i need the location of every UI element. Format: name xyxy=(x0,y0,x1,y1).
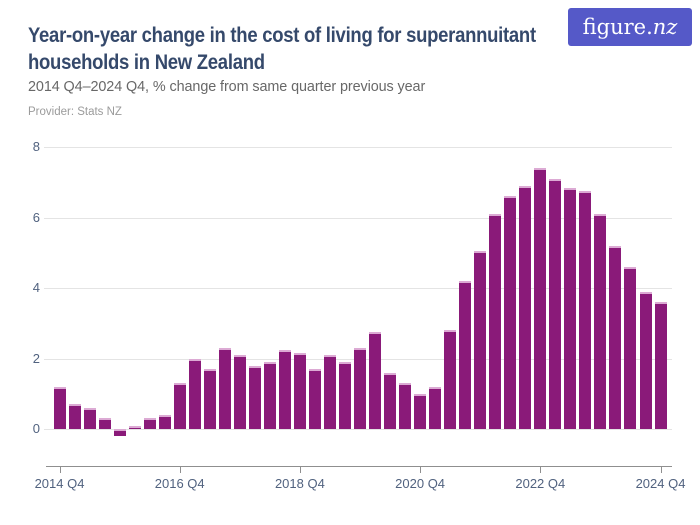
bar-2021-Q2[interactable] xyxy=(444,330,457,429)
x-tick-2024-Q4 xyxy=(660,466,662,473)
bar-2019-Q3[interactable] xyxy=(339,362,351,429)
gridline-y-6 xyxy=(44,217,672,219)
bar-2018-Q4[interactable] xyxy=(293,353,306,429)
title-line-1: Year-on-year change in the cost of livin… xyxy=(28,24,536,47)
bar-2021-Q3[interactable] xyxy=(459,280,472,429)
bar-2015-Q2[interactable] xyxy=(83,407,96,429)
title-line-2: households in New Zealand xyxy=(28,51,265,74)
x-tick-2020-Q4 xyxy=(420,466,422,473)
x-tick-label: 2022 Q4 xyxy=(515,476,566,491)
x-tick-label: 2014 Q4 xyxy=(34,476,85,491)
bar-2021-Q1[interactable] xyxy=(429,386,442,429)
bar-2022-Q3[interactable] xyxy=(519,185,532,429)
chart-subtitle: 2014 Q4–2024 Q4, % change from same quar… xyxy=(28,78,426,95)
x-tick-label: 2016 Q4 xyxy=(154,476,205,491)
x-axis-line xyxy=(46,466,672,467)
bar-2022-Q4[interactable] xyxy=(534,168,547,429)
bar-2018-Q1[interactable] xyxy=(248,365,261,430)
bar-2018-Q3[interactable] xyxy=(278,349,291,429)
bar-2016-Q3[interactable] xyxy=(158,414,171,429)
y-tick-label: 4 xyxy=(32,280,40,295)
bar-2024-Q2[interactable] xyxy=(624,266,637,429)
x-tick-label: 2024 Q4 xyxy=(635,476,686,491)
gridline-y-0 xyxy=(44,429,672,430)
bar-2022-Q2[interactable] xyxy=(504,196,517,429)
bar-2016-Q2[interactable] xyxy=(143,418,156,429)
bar-2019-Q2[interactable] xyxy=(324,355,336,429)
bar-2019-Q4[interactable] xyxy=(354,347,366,429)
gridline-y-8 xyxy=(44,147,672,148)
bar-2022-Q1[interactable] xyxy=(489,214,502,429)
bar-2023-Q4[interactable] xyxy=(594,214,607,429)
bar-2024-Q3[interactable] xyxy=(639,291,652,429)
bar-2023-Q3[interactable] xyxy=(579,191,592,429)
bar-2017-Q2[interactable] xyxy=(203,369,216,429)
bar-2017-Q3[interactable] xyxy=(218,347,231,429)
y-tick-label: 2 xyxy=(32,350,40,366)
bar-2015-Q4[interactable] xyxy=(113,429,126,437)
bar-2018-Q2[interactable] xyxy=(263,362,276,429)
x-tick-2014-Q4 xyxy=(59,466,61,473)
bar-2016-Q1[interactable] xyxy=(128,425,141,429)
bar-2020-Q1[interactable] xyxy=(369,332,381,429)
provider-label: Provider: Stats NZ xyxy=(28,106,122,118)
x-tick-label: 2020 Q4 xyxy=(395,476,446,491)
bar-2023-Q1[interactable] xyxy=(549,178,562,429)
bar-2021-Q4[interactable] xyxy=(474,251,487,429)
bar-2014-Q4[interactable] xyxy=(53,386,66,429)
x-tick-label: 2018 Q4 xyxy=(274,476,325,491)
bar-2023-Q2[interactable] xyxy=(564,187,577,429)
gridline-y-4 xyxy=(44,288,672,289)
bar-2016-Q4[interactable] xyxy=(173,383,186,429)
y-tick-label: 8 xyxy=(32,139,40,154)
bar-2024-Q1[interactable] xyxy=(609,245,622,429)
x-tick-2016-Q4 xyxy=(179,466,181,473)
bar-2019-Q1[interactable] xyxy=(308,369,321,429)
figure-nz-logo[interactable]: figure.nz xyxy=(568,8,692,46)
bar-2024-Q4[interactable] xyxy=(654,302,667,429)
y-tick-label: 6 xyxy=(32,209,40,225)
bar-2020-Q3[interactable] xyxy=(399,383,412,429)
bar-2015-Q3[interactable] xyxy=(98,418,111,429)
bar-2017-Q1[interactable] xyxy=(188,358,201,429)
bar-2017-Q4[interactable] xyxy=(233,355,246,429)
figure-nz-logo-text: figure.nz xyxy=(582,14,678,39)
x-tick-2022-Q4 xyxy=(540,466,542,473)
page-title: Year-on-year change in the cost of livin… xyxy=(28,22,591,76)
bar-2020-Q2[interactable] xyxy=(384,372,396,429)
bar-2020-Q4[interactable] xyxy=(414,393,427,430)
y-tick-label: 0 xyxy=(32,421,40,436)
bar-2015-Q1[interactable] xyxy=(68,404,81,429)
x-tick-2018-Q4 xyxy=(299,466,301,473)
